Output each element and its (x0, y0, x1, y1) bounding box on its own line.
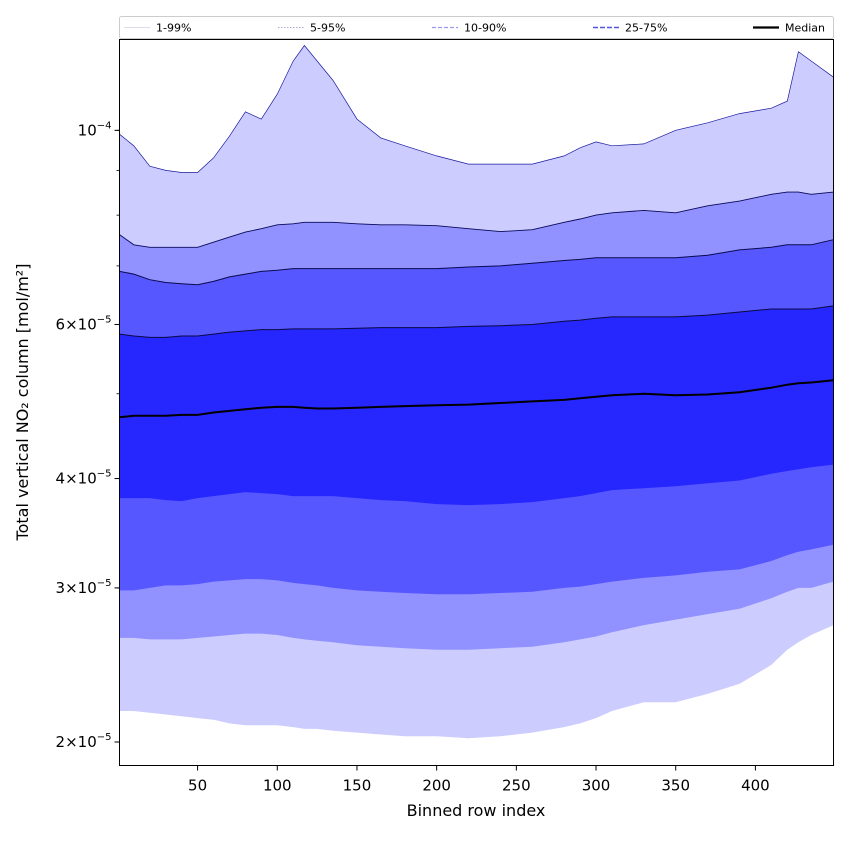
legend: 1-99% 5-95% 10-90% 25-75% Median (119, 16, 834, 39)
legend-box (119, 16, 834, 39)
y-tick-label: 3×10−5 (56, 578, 112, 597)
band-edge-lines (119, 44, 834, 338)
x-tick-label: 100 (263, 777, 292, 795)
percentile-bands (119, 45, 834, 739)
upper-edge-10-90% (119, 239, 834, 286)
y-tick-label: 6×10−5 (56, 314, 112, 333)
x-tick-label: 350 (661, 777, 690, 795)
y-tick-label: 4×10−5 (56, 469, 112, 488)
x-tick-label: 200 (422, 777, 451, 795)
x-tick-label: 150 (343, 777, 372, 795)
median-line (119, 379, 834, 419)
x-tick-label: 400 (741, 777, 770, 795)
y-tick-label: 10−4 (78, 120, 112, 139)
legend-label: 25-75% (625, 22, 667, 35)
plot-area-frame (119, 39, 834, 766)
legend-label: 1-99% (156, 22, 191, 35)
upper-edge-25-75% (119, 305, 834, 338)
x-tick-label: 300 (582, 777, 611, 795)
x-tick-label: 250 (502, 777, 531, 795)
x-tick-label: 50 (188, 777, 207, 795)
upper-edge-1-99% (119, 44, 834, 173)
x-axis-ticks: 50 100 150 200 250 300 350 400 (188, 765, 770, 795)
upper-edge-5-95% (119, 191, 834, 248)
legend-label: 10-90% (464, 22, 506, 35)
x-axis-title: Binned row index (407, 801, 546, 820)
legend-label: 5-95% (310, 22, 345, 35)
y-axis-ticks: 2×10−5 3×10−5 4×10−5 6×10−5 10−4 (56, 120, 120, 751)
median-line-group (119, 379, 834, 419)
y-tick-label: 2×10−5 (56, 732, 112, 751)
legend-label: Median (785, 22, 825, 35)
band-25-75 (119, 305, 834, 506)
y-axis-title: Total vertical NO₂ column [mol/m²] (13, 264, 32, 542)
